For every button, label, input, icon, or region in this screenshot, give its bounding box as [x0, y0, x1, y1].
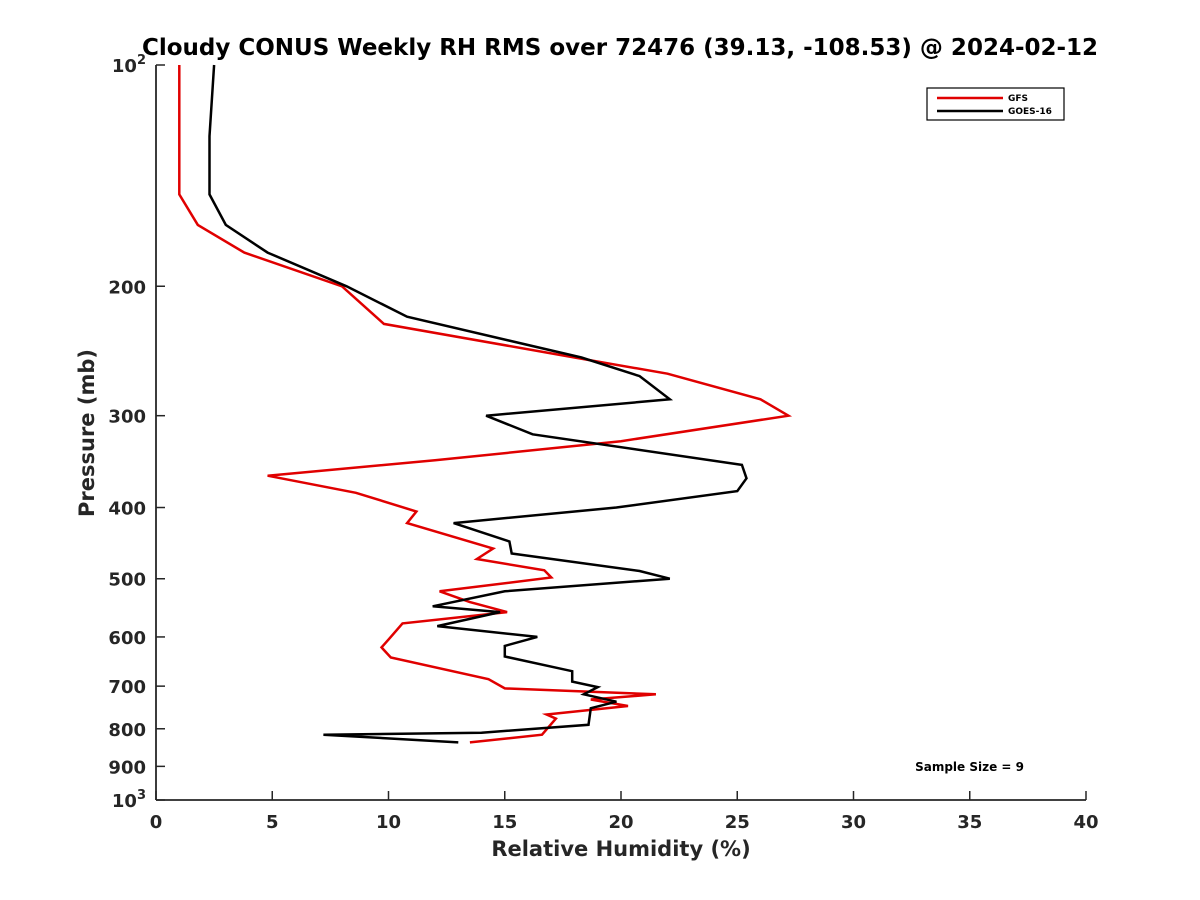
x-tick-label: 30: [841, 812, 866, 833]
x-tick-label: 35: [957, 812, 982, 833]
x-axis-label: Relative Humidity (%): [491, 837, 750, 861]
legend-box: [926, 87, 1065, 121]
x-tick-label: 40: [1073, 812, 1098, 833]
y-tick-label: 500: [108, 570, 146, 591]
series-line-gfs: [178, 65, 793, 744]
legend: GFS GOES-16: [926, 87, 1065, 121]
legend-label-goes16: GOES-16: [1008, 107, 1052, 117]
legend-label-gfs: GFS: [1008, 94, 1028, 104]
y-axis-ticks: 102 200 300 400 500 600 700 800 900 103: [108, 53, 165, 812]
y-tick-label: 300: [108, 407, 146, 428]
x-tick-label: 15: [492, 812, 517, 833]
y-tick-label: 200: [108, 277, 146, 298]
x-tick-label: 10: [376, 812, 401, 833]
series-layer: [178, 64, 793, 744]
x-tick-label: 5: [266, 812, 279, 833]
y-tick-label: 800: [108, 720, 146, 741]
y-tick-label: 400: [108, 499, 146, 520]
y-tick-label: 700: [108, 677, 146, 698]
x-tick-label: 0: [150, 812, 163, 833]
chart-title: Cloudy CONUS Weekly RH RMS over 72476 (3…: [142, 35, 1098, 61]
y-tick-label: 102: [112, 53, 146, 77]
y-tick-label: 900: [108, 757, 146, 778]
x-tick-label: 25: [725, 812, 750, 833]
series-line-goes16: [208, 64, 748, 744]
y-axis-label: Pressure (mb): [75, 349, 99, 517]
x-tick-label: 20: [608, 812, 633, 833]
y-tick-label: 103: [112, 788, 146, 812]
sample-size-annotation: Sample Size = 9: [915, 760, 1024, 774]
y-tick-label: 600: [108, 628, 146, 649]
x-axis-ticks: 0 5 10 15 20 25 30 35 40: [150, 791, 1099, 833]
